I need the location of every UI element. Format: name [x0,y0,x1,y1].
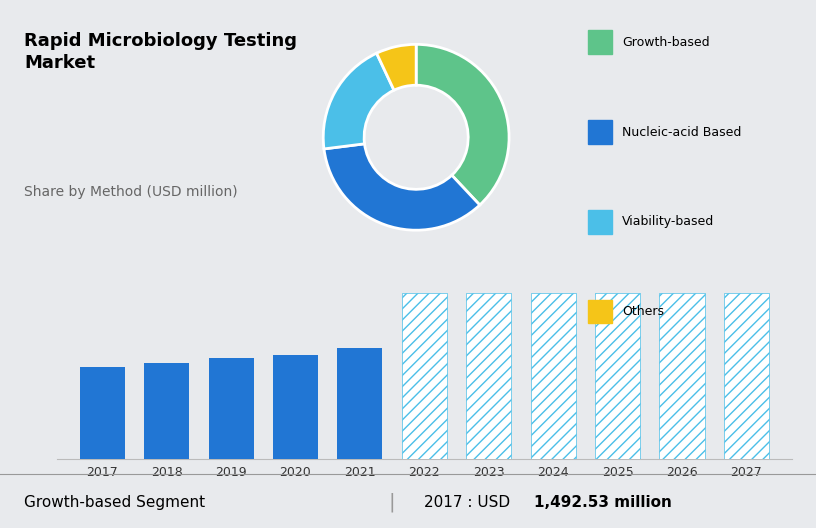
Bar [659,293,704,459]
Text: Nucleic-acid Based: Nucleic-acid Based [622,126,741,138]
Text: |: | [388,493,395,512]
Bar [144,363,189,459]
Text: Growth-based Segment: Growth-based Segment [24,495,206,510]
Text: Growth-based: Growth-based [622,36,709,49]
Text: 1,492.53 million: 1,492.53 million [534,495,672,510]
Bar [724,293,769,459]
Wedge shape [323,53,394,149]
Bar [337,348,383,459]
Bar [273,355,318,459]
Bar [401,293,447,459]
Text: Rapid Microbiology Testing
Market: Rapid Microbiology Testing Market [24,32,298,72]
Bar [209,359,254,459]
Wedge shape [377,44,416,90]
Bar [466,293,512,459]
Wedge shape [416,44,509,205]
Bar [530,293,576,459]
Wedge shape [324,144,480,230]
Text: Share by Method (USD million): Share by Method (USD million) [24,185,238,199]
Bar [595,293,640,459]
Text: Viability-based: Viability-based [622,215,714,228]
Text: 2017 : USD: 2017 : USD [424,495,516,510]
Bar [80,367,125,459]
Text: Others: Others [622,305,663,318]
